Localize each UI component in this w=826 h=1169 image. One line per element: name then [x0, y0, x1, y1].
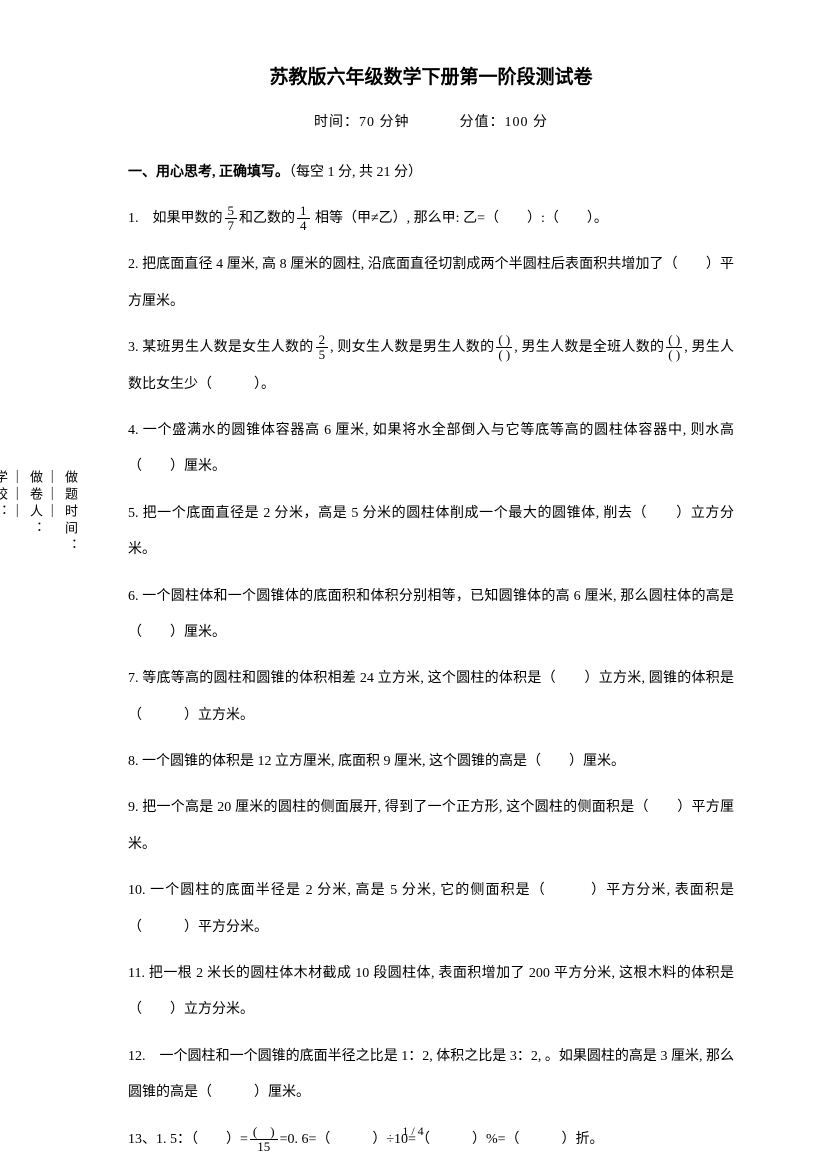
question-12: 12. 一个圆柱和一个圆锥的底面半径之比是 1：2, 体积之比是 3：2, 。如… [128, 1039, 734, 1112]
time-label: 时间： [314, 115, 359, 130]
sidebar-time: 做题时间： [61, 470, 80, 555]
sidebar-labels: 做题时间： ——— 做卷人： ——— 学校： [60, 470, 80, 563]
time-value: 70 分钟 [359, 115, 410, 130]
question-9: 9. 把一个高是 20 厘米的圆柱的侧面展开, 得到了一个正方形, 这个圆柱的侧… [128, 790, 734, 863]
question-5: 5. 把一个底面直径是 2 分米，高是 5 分米的圆柱体削成一个最大的圆锥体, … [128, 496, 734, 569]
fraction: 25 [316, 333, 329, 363]
question-3: 3. 某班男生人数是女生人数的25, 则女生人数是男生人数的( )( ), 男生… [128, 330, 734, 403]
question-7: 7. 等底等高的圆柱和圆锥的体积相差 24 立方米, 这个圆柱的体积是（ ）立方… [128, 661, 734, 734]
exam-title: 苏教版六年级数学下册第一阶段测试卷 [128, 62, 734, 89]
paren-fraction: ( )( ) [666, 333, 682, 363]
fraction: 14 [297, 204, 310, 234]
question-2: 2. 把底面直径 4 厘米, 高 8 厘米的圆柱, 沿底面直径切割成两个半圆柱后… [128, 247, 734, 320]
score-value: 100 分 [505, 115, 549, 130]
page-number: 1 / 4 [0, 1124, 826, 1139]
question-8: 8. 一个圆锥的体积是 12 立方厘米, 底面积 9 厘米, 这个圆锥的高是（ … [128, 744, 734, 780]
sidebar-maker: 做卷人： [26, 470, 45, 555]
section-scoring: （每空 1 分, 共 21 分） [289, 165, 422, 180]
question-4: 4. 一个盛满水的圆锥体容器高 6 厘米, 如果将水全部倒入与它等底等高的圆柱体… [128, 413, 734, 486]
question-6: 6. 一个圆柱体和一个圆锥体的底面积和体积分别相等，已知圆锥体的高 6 厘米, … [128, 579, 734, 652]
question-10: 10. 一个圆柱的底面半径是 2 分米, 高是 5 分米, 它的侧面积是（ ）平… [128, 873, 734, 946]
sidebar-line: ——— [46, 470, 61, 521]
section-title: 一、用心思考, 正确填写。 [128, 165, 289, 180]
question-11: 11. 把一根 2 米长的圆柱体木材截成 10 段圆柱体, 表面积增加了 200… [128, 956, 734, 1029]
sidebar-school: 学校： [0, 470, 10, 555]
sidebar-line: ——— [11, 470, 26, 521]
question-1: 1. 如果甲数的57和乙数的14 相等（甲≠乙）, 那么甲: 乙=（ ）:（ ）… [128, 201, 734, 237]
exam-subtitle: 时间：70 分钟 分值：100 分 [128, 111, 734, 131]
score-label: 分值： [460, 115, 505, 130]
fraction: 57 [225, 204, 238, 234]
section-header: 一、用心思考, 正确填写。（每空 1 分, 共 21 分） [128, 161, 734, 181]
paren-fraction: ( )( ) [496, 333, 512, 363]
